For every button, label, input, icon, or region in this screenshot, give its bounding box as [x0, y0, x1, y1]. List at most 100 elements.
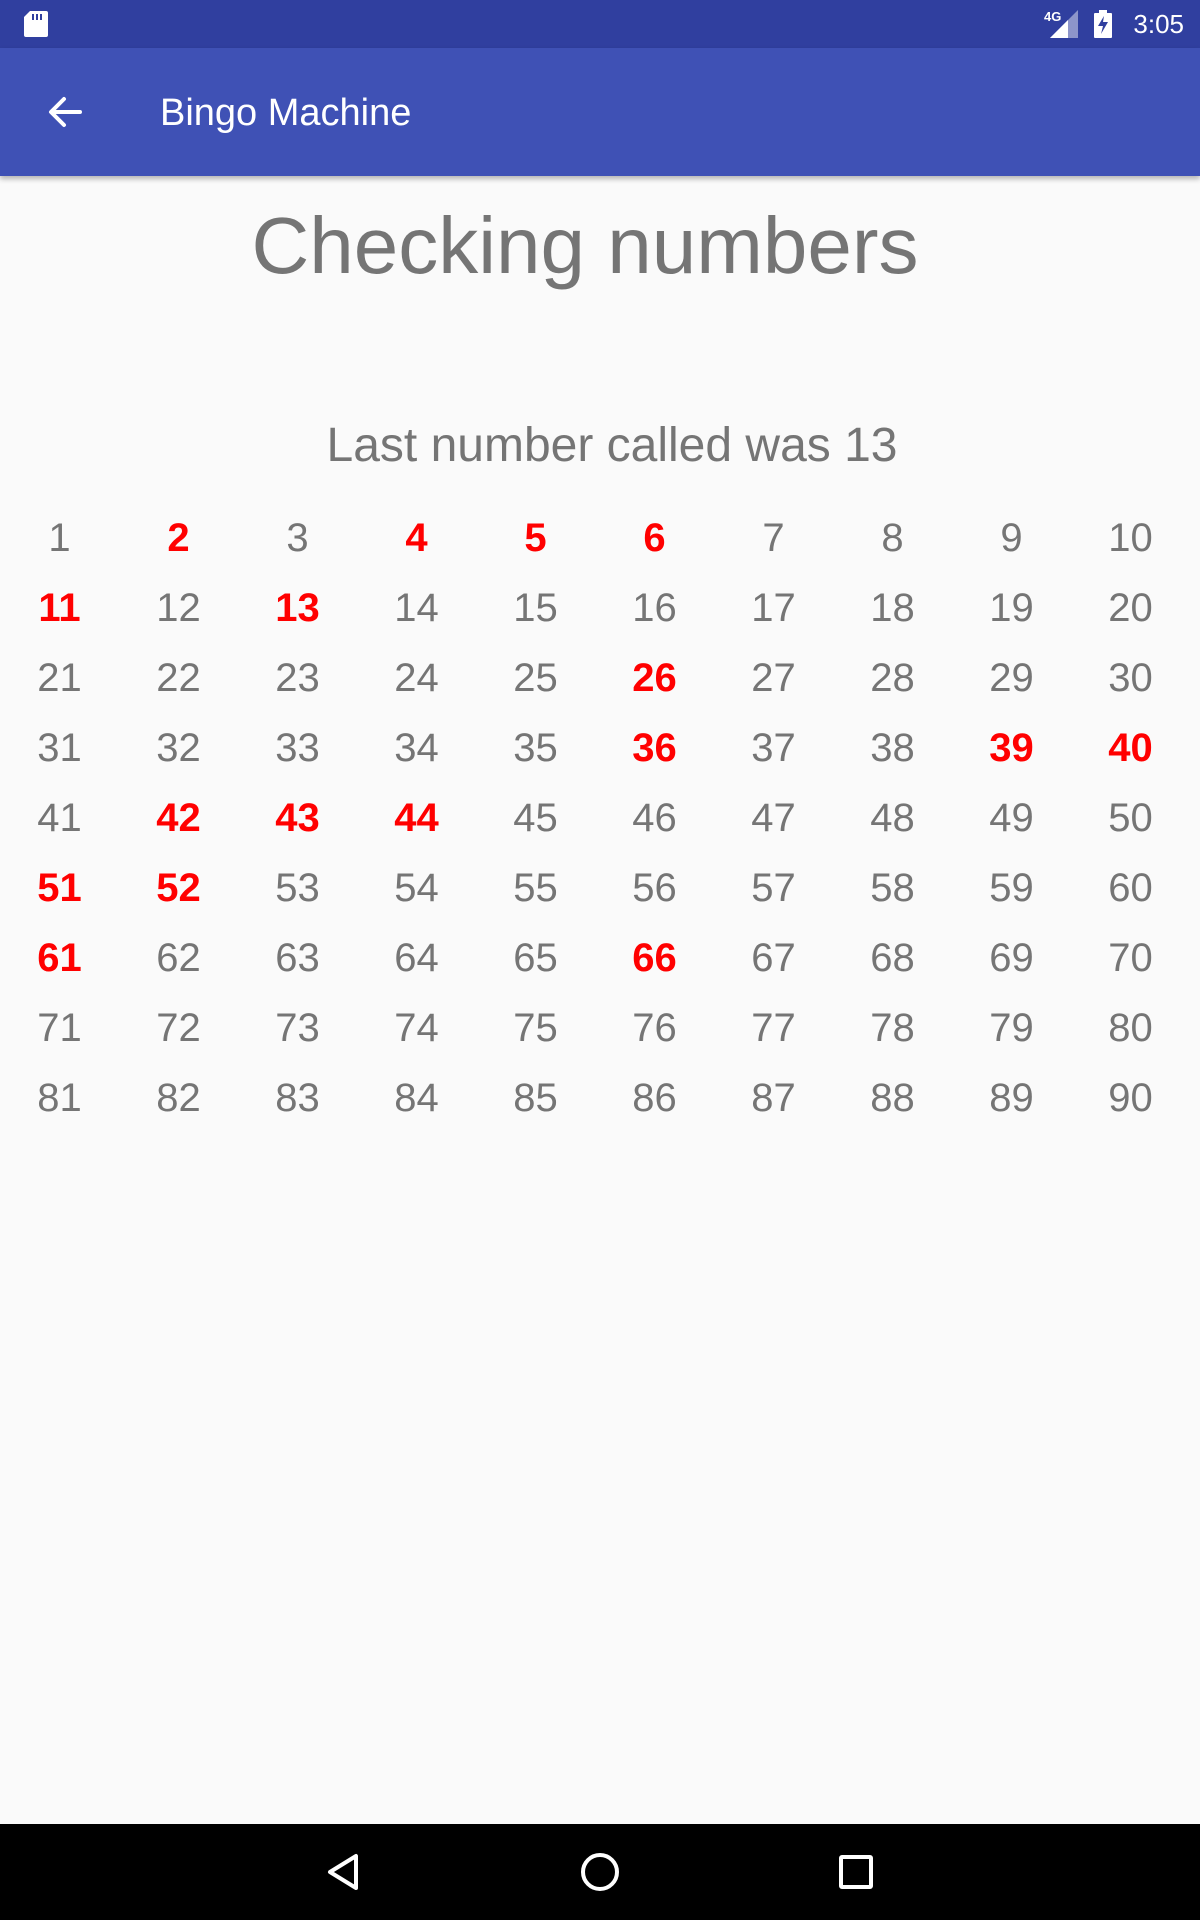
clock: 3:05: [1133, 9, 1184, 39]
number-cell: 89: [989, 1076, 1034, 1120]
number-cell: 27: [751, 656, 796, 700]
number-cell: 87: [751, 1076, 796, 1120]
number-cell: 78: [870, 1006, 915, 1050]
called-number-cell: 52: [156, 866, 201, 910]
number-cell: 53: [275, 866, 320, 910]
status-bar: 4G 3:05: [0, 0, 1200, 48]
number-cell: 57: [751, 866, 796, 910]
number-cell: 71: [37, 1006, 82, 1050]
number-cell: 24: [394, 656, 439, 700]
number-cell: 17: [751, 586, 796, 630]
number-cell: 76: [632, 1006, 677, 1050]
number-cell: 75: [513, 1006, 558, 1050]
last-called-text: Last number called was 13: [326, 419, 898, 472]
number-cell: 21: [37, 656, 82, 700]
navigation-bar: [0, 1824, 1200, 1920]
called-number-cell: 39: [989, 726, 1034, 770]
called-number-cell: 11: [38, 586, 81, 630]
called-number-cell: 40: [1108, 726, 1153, 770]
number-cell: 73: [275, 1006, 320, 1050]
called-number-cell: 13: [275, 586, 320, 630]
back-triangle-icon[interactable]: [320, 1848, 368, 1896]
called-number-cell: 61: [37, 936, 82, 980]
sd-card-icon: [24, 11, 48, 37]
number-cell: 18: [870, 586, 915, 630]
number-cell: 56: [632, 866, 677, 910]
number-cell: 67: [751, 936, 796, 980]
number-cell: 50: [1108, 796, 1153, 840]
number-cell: 85: [513, 1076, 558, 1120]
number-cell: 31: [37, 726, 82, 770]
number-cell: 7: [762, 516, 785, 560]
number-cell: 81: [37, 1076, 82, 1120]
app-title: Bingo Machine: [160, 92, 412, 134]
number-cell: 59: [989, 866, 1034, 910]
home-circle-icon[interactable]: [576, 1848, 624, 1896]
number-cell: 1: [48, 516, 71, 560]
number-cell: 88: [870, 1076, 915, 1120]
called-number-cell: 4: [405, 516, 428, 560]
network-type-label: 4G: [1044, 9, 1062, 24]
number-cell: 20: [1108, 586, 1153, 630]
number-grid: 1 2 3 4 5 6 7 8 9 10 11 12 13 14 15 16 17 18 19 20 21 22 23 24 2…: [0, 510, 1200, 1140]
number-cell: 34: [394, 726, 439, 770]
number-cell: 79: [989, 1006, 1034, 1050]
number-cell: 64: [394, 936, 439, 980]
called-number-cell: 44: [394, 796, 439, 840]
battery-charging-icon: [1094, 10, 1112, 38]
called-number-cell: 36: [632, 726, 677, 770]
number-cell: 55: [513, 866, 558, 910]
number-cell: 14: [394, 586, 439, 630]
app-bar: Bingo Machine: [0, 48, 1200, 176]
called-number-cell: 43: [275, 796, 320, 840]
number-cell: 70: [1108, 936, 1153, 980]
number-cell: 9: [1000, 516, 1023, 560]
number-cell: 62: [156, 936, 201, 980]
number-cell: 54: [394, 866, 439, 910]
number-cell: 84: [394, 1076, 439, 1120]
number-cell: 32: [156, 726, 201, 770]
number-cell: 48: [870, 796, 915, 840]
called-number-cell: 2: [167, 516, 190, 560]
number-cell: 35: [513, 726, 558, 770]
called-number-cell: 51: [37, 866, 82, 910]
number-cell: 74: [394, 1006, 439, 1050]
number-cell: 23: [275, 656, 320, 700]
number-cell: 47: [751, 796, 796, 840]
number-cell: 86: [632, 1076, 677, 1120]
number-cell: 72: [156, 1006, 201, 1050]
number-cell: 16: [632, 586, 677, 630]
called-number-cell: 26: [632, 656, 677, 700]
number-cell: 30: [1108, 656, 1153, 700]
recents-square-icon[interactable]: [832, 1848, 880, 1896]
number-cell: 58: [870, 866, 915, 910]
number-cell: 19: [989, 586, 1034, 630]
number-cell: 77: [751, 1006, 796, 1050]
number-cell: 29: [989, 656, 1034, 700]
called-number-cell: 6: [643, 516, 666, 560]
number-cell: 12: [156, 586, 201, 630]
number-cell: 25: [513, 656, 558, 700]
number-cell: 63: [275, 936, 320, 980]
number-cell: 68: [870, 936, 915, 980]
number-cell: 41: [37, 796, 82, 840]
number-cell: 38: [870, 726, 915, 770]
number-cell: 10: [1108, 516, 1153, 560]
number-cell: 90: [1108, 1076, 1153, 1120]
number-cell: 37: [751, 726, 796, 770]
number-cell: 45: [513, 796, 558, 840]
page-title: Checking numbers: [251, 201, 919, 290]
number-cell: 3: [286, 516, 309, 560]
number-cell: 80: [1108, 1006, 1153, 1050]
number-cell: 69: [989, 936, 1034, 980]
number-cell: 15: [513, 586, 558, 630]
number-cell: 49: [989, 796, 1034, 840]
number-cell: 82: [156, 1076, 201, 1120]
signal-icon: [1050, 10, 1078, 38]
number-cell: 65: [513, 936, 558, 980]
number-cell: 83: [275, 1076, 320, 1120]
called-number-cell: 66: [632, 936, 677, 980]
number-cell: 22: [156, 656, 201, 700]
called-number-cell: 5: [524, 516, 547, 560]
arrow-back-icon[interactable]: [40, 88, 88, 136]
